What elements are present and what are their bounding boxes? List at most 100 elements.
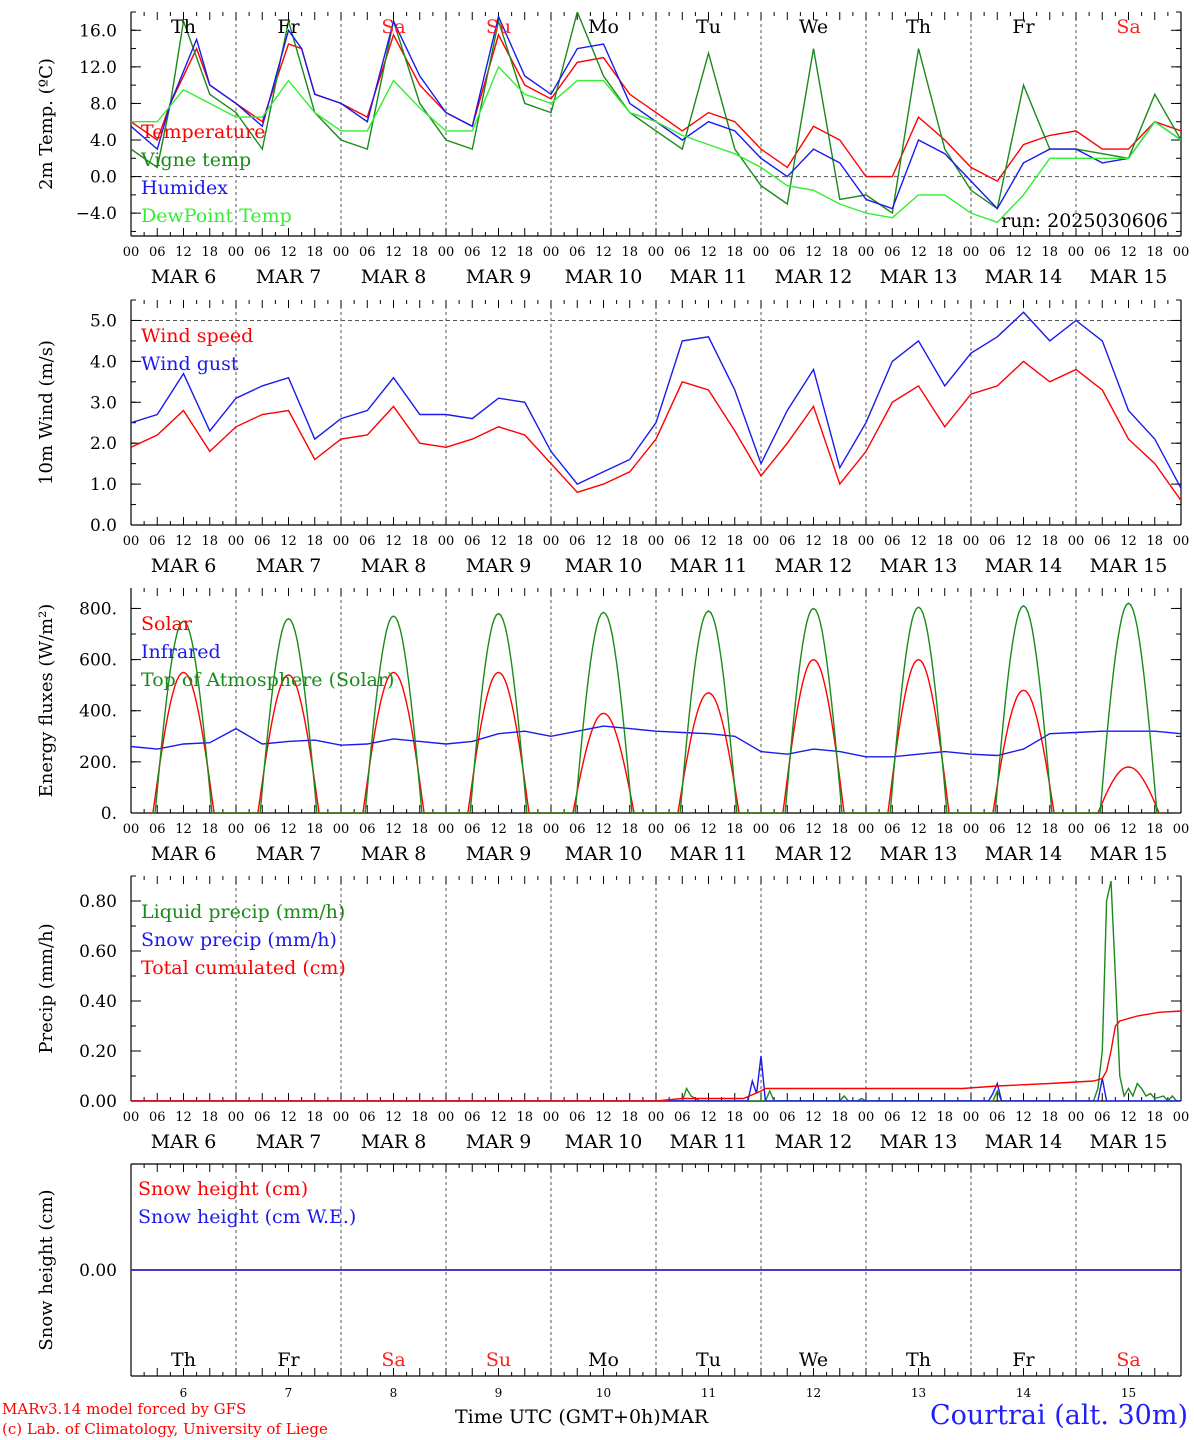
y-axis-title: 2m Temp. (ºC) — [36, 58, 57, 190]
x-hour-label: 06 — [1094, 822, 1111, 837]
x-hour-label: 12 — [385, 1110, 402, 1125]
x-hour-label: 18 — [516, 245, 533, 260]
x-hour-label: 18 — [1146, 245, 1163, 260]
y-axis-title: 10m Wind (m/s) — [36, 340, 57, 485]
x-hour-label: 00 — [858, 822, 875, 837]
x-hour-label: 12 — [490, 534, 507, 549]
x-date-label: MAR 15 — [1090, 555, 1168, 577]
x-hour-label: 18 — [306, 245, 323, 260]
day-number-label: 7 — [285, 1386, 293, 1400]
x-hour-label: 18 — [726, 822, 743, 837]
y-tick-label: 8.0 — [90, 94, 117, 114]
x-hour-label: 12 — [175, 1110, 192, 1125]
x-hour-label: 00 — [963, 822, 980, 837]
x-hour-label: 00 — [753, 534, 770, 549]
x-date-label: MAR 14 — [985, 266, 1063, 288]
x-date-label: MAR 10 — [565, 266, 643, 288]
series-line-red — [148, 658, 1164, 813]
x-hour-label: 00 — [543, 1110, 560, 1125]
x-hour-label: 06 — [359, 245, 376, 260]
x-hour-label: 18 — [306, 1110, 323, 1125]
series-line-blue — [131, 725, 1181, 758]
x-hour-label: 06 — [779, 1110, 796, 1125]
weekday-label-top: Sa — [381, 16, 405, 38]
series-group — [131, 880, 1181, 1101]
x-hour-label: 18 — [306, 534, 323, 549]
series-line-lightgreen — [131, 65, 1181, 224]
weekday-label-top: Mo — [588, 16, 619, 38]
x-date-label: MAR 8 — [361, 1131, 427, 1153]
x-hour-label: 06 — [359, 822, 376, 837]
x-date-label: MAR 9 — [466, 1131, 532, 1153]
x-hour-label: 12 — [385, 245, 402, 260]
x-hour-label: 18 — [726, 534, 743, 549]
panel-2: 0.0 1.0 2.0 3.0 4.0 5.0 10m Wind (m/s) Wind spe… — [36, 299, 1190, 577]
x-hour-label: 06 — [254, 1110, 271, 1125]
x-hour-label: 12 — [385, 534, 402, 549]
x-hour-label: 18 — [726, 245, 743, 260]
x-date-label: MAR 11 — [670, 1131, 748, 1153]
series-group — [131, 12, 1181, 224]
series-group — [131, 311, 1181, 501]
x-hour-label: 06 — [149, 822, 166, 837]
series-line-blue — [131, 14, 1181, 210]
x-date-label: MAR 8 — [361, 843, 427, 865]
x-hour-label: 00 — [438, 822, 455, 837]
day-number-label: 14 — [1016, 1386, 1032, 1400]
x-date-label: MAR 11 — [670, 266, 748, 288]
x-hour-label: 06 — [674, 534, 691, 549]
weekday-label-bottom: Mo — [588, 1349, 619, 1371]
x-hour-label: 18 — [621, 245, 638, 260]
x-hour-label: 18 — [1146, 534, 1163, 549]
x-date-label: MAR 8 — [361, 555, 427, 577]
x-hour-label: 00 — [963, 245, 980, 260]
x-hour-label: 18 — [831, 1110, 848, 1125]
x-hour-label: 18 — [831, 822, 848, 837]
x-hour-label: 18 — [411, 1110, 428, 1125]
x-hour-label: 12 — [175, 822, 192, 837]
x-hour-label: 06 — [569, 822, 586, 837]
x-hour-label: 00 — [333, 245, 350, 260]
weekday-label-top: Sa — [1116, 16, 1140, 38]
x-hour-label: 00 — [438, 1110, 455, 1125]
x-hour-label: 18 — [831, 534, 848, 549]
y-tick-label: 0.60 — [79, 942, 117, 962]
x-hour-label: 18 — [411, 245, 428, 260]
x-axis-title: Time UTC (GMT+0h)MAR — [455, 1406, 708, 1428]
x-hour-label: 06 — [569, 245, 586, 260]
x-hour-label: 18 — [516, 1110, 533, 1125]
x-date-label: MAR 7 — [256, 555, 322, 577]
x-hour-label: 00 — [1068, 245, 1085, 260]
x-hour-label: 06 — [149, 534, 166, 549]
x-hour-label: 12 — [490, 245, 507, 260]
legend-entry: Snow precip (mm/h) — [141, 929, 337, 951]
y-tick-label: 0.00 — [79, 1092, 117, 1112]
credit-model: MARv3.14 model forced by GFS — [2, 1400, 247, 1418]
legend-entry: Wind gust — [141, 353, 239, 375]
y-tick-label: 16.0 — [79, 21, 117, 41]
series-line-blue — [131, 1055, 1181, 1101]
legend-entry: Infrared — [141, 641, 221, 663]
x-hour-label: 00 — [1173, 534, 1190, 549]
x-date-label: MAR 11 — [670, 843, 748, 865]
x-hour-label: 18 — [936, 245, 953, 260]
x-date-label: MAR 7 — [256, 266, 322, 288]
x-hour-label: 06 — [674, 1110, 691, 1125]
series-line-blue — [131, 311, 1181, 489]
x-hour-label: 00 — [438, 245, 455, 260]
x-hour-label: 06 — [779, 245, 796, 260]
x-hour-label: 18 — [1041, 245, 1058, 260]
day-number-label: 10 — [596, 1386, 611, 1400]
legend-entry: Top of Atmosphere (Solar) — [141, 669, 394, 691]
x-hour-label: 12 — [1120, 245, 1137, 260]
weekday-label-bottom: Fr — [1012, 1349, 1035, 1371]
x-hour-label: 06 — [464, 245, 481, 260]
x-hour-label: 12 — [700, 245, 717, 260]
x-hour-label: 00 — [1173, 245, 1190, 260]
x-hour-label: 06 — [779, 822, 796, 837]
weekday-label-top: Tu — [696, 16, 721, 38]
weekday-label-bottom: Sa — [381, 1349, 405, 1371]
legend-entry: Wind speed — [141, 325, 253, 347]
y-tick-label: 0.40 — [79, 992, 117, 1012]
